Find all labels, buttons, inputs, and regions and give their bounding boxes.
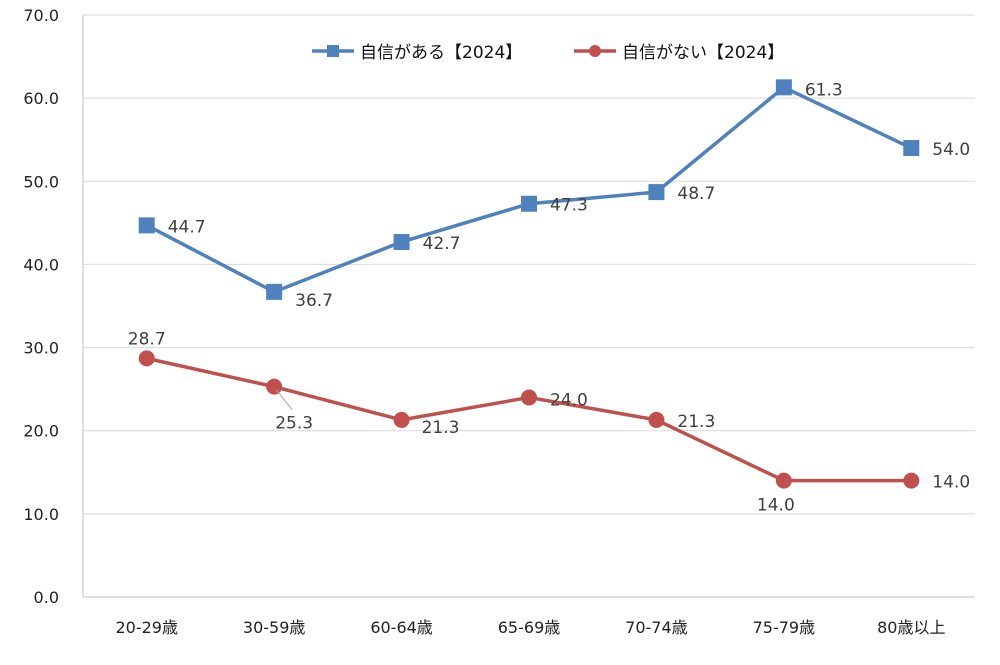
x-tick-label: 80歳以上 — [877, 618, 945, 637]
x-tick-label: 75-79歳 — [753, 618, 816, 637]
y-tick-label: 60.0 — [23, 89, 59, 108]
data-point-marker — [903, 140, 920, 157]
data-label: 28.7 — [128, 329, 166, 349]
data-label: 25.3 — [275, 414, 313, 434]
legend-label: 自信がある【2024】 — [360, 43, 522, 63]
data-label: 36.7 — [295, 291, 333, 311]
y-tick-label: 50.0 — [23, 172, 59, 191]
data-label: 14.0 — [932, 473, 970, 493]
data-label: 61.3 — [805, 80, 843, 100]
y-tick-label: 40.0 — [23, 255, 59, 274]
x-tick-label: 20-29歳 — [115, 618, 178, 637]
data-label: 47.3 — [550, 196, 588, 216]
gridlines — [83, 14, 975, 515]
data-label: 48.7 — [677, 184, 715, 204]
data-point-marker — [648, 184, 665, 201]
y-tick-label: 30.0 — [23, 339, 59, 358]
y-tick-label: 70.0 — [23, 6, 59, 25]
series-line-1 — [146, 356, 912, 483]
data-point-marker — [266, 283, 283, 300]
y-tick-label: 10.0 — [23, 505, 59, 524]
data-label: 14.0 — [757, 496, 795, 516]
data-label: 44.7 — [168, 217, 206, 237]
x-tick-label: 65-69歳 — [498, 618, 561, 637]
data-point-marker — [775, 79, 792, 96]
data-point-marker — [393, 233, 410, 250]
data-point-marker — [521, 195, 537, 212]
data-point-marker — [903, 472, 920, 489]
data-label: 21.3 — [422, 418, 460, 438]
legend: 自信がある【2024】 自信がない【2024】 — [312, 43, 784, 63]
data-point-marker — [775, 472, 792, 489]
data-point-marker — [266, 378, 283, 395]
data-label: 42.7 — [423, 234, 461, 254]
data-label: 24.0 — [550, 390, 588, 410]
series-line-0 — [145, 85, 913, 294]
leader-line — [275, 389, 293, 410]
x-tick-label: 60-64歳 — [370, 618, 433, 637]
data-point-marker — [648, 411, 665, 428]
x-tick-label: 70-74歳 — [625, 618, 688, 637]
data-point-marker — [138, 350, 155, 367]
data-point-marker — [393, 411, 410, 428]
legend-square-marker-icon — [327, 45, 339, 57]
series-layer — [138, 79, 920, 489]
data-point-marker — [521, 389, 537, 406]
y-tick-label: 0.0 — [34, 588, 59, 607]
legend-circle-marker-icon — [589, 45, 601, 57]
data-labels: 44.7 36.7 42.7 47.3 48.7 61.3 54.0 28.7 25.3 21.3… — [128, 80, 970, 515]
axes: 0.0 10.0 20.0 30.0 40.0 50.0 60.0 70.0 20-29歳 30-… — [23, 6, 975, 637]
legend-label: 自信がない【2024】 — [622, 43, 784, 63]
x-tick-label: 30-59歳 — [243, 618, 306, 637]
data-label: 54.0 — [932, 140, 970, 160]
data-point-marker — [138, 217, 155, 234]
data-label: 21.3 — [677, 412, 715, 432]
y-tick-label: 20.0 — [23, 422, 59, 441]
